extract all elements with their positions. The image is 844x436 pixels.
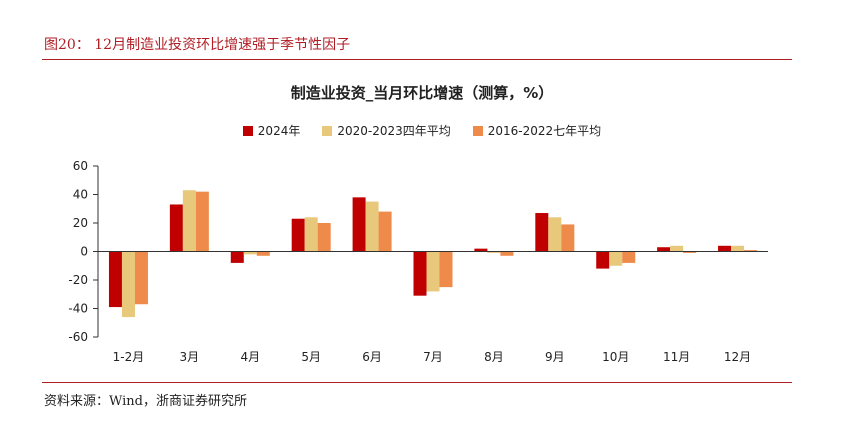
x-tick-label: 4月 — [240, 350, 260, 364]
source-note: 资料来源：Wind，浙商证券研究所 — [44, 394, 247, 409]
y-tick-label: -40 — [68, 302, 88, 316]
legend-swatch-2024 — [242, 125, 253, 136]
bar-7月-series-1 — [413, 251, 427, 296]
legend-item-2016-2022: 2016-2022七年平均 — [472, 122, 602, 139]
legend-swatch-2020-2023 — [322, 125, 333, 136]
top-rule — [42, 59, 792, 60]
chart-title: 制造业投资_当月环比增速（测算，%） — [290, 84, 554, 102]
legend-label-2020-2023: 2020-2023四年平均 — [337, 124, 451, 138]
y-tick-label: -20 — [68, 273, 88, 287]
bar-10月-series-2 — [609, 251, 623, 266]
bar-4月-series-2 — [243, 251, 257, 255]
bottom-rule — [42, 382, 792, 383]
legend-swatch-2016-2022 — [472, 125, 483, 136]
legend-item-2024: 2024年 — [242, 122, 301, 139]
y-tick-label: 60 — [73, 159, 88, 173]
bar-8月-series-1 — [474, 248, 488, 252]
bar-12月-series-2 — [731, 245, 745, 252]
bar-6月-series-3 — [378, 211, 392, 252]
bar-5月-series-2 — [304, 217, 318, 252]
bar-5月-series-1 — [291, 218, 305, 252]
bar-6月-series-2 — [365, 201, 379, 252]
bar-12月-series-3 — [744, 250, 758, 252]
y-tick-label: 0 — [80, 245, 88, 259]
bar-10月-series-1 — [596, 251, 610, 269]
bar-12月-series-1 — [718, 245, 732, 252]
bar-5月-series-3 — [317, 223, 331, 252]
bar-1-2月-series-3 — [134, 251, 148, 305]
figure-title: 图20： 12月制造业投资环比增速强于季节性因子 — [44, 37, 351, 53]
x-tick-label: 8月 — [484, 350, 504, 364]
x-tick-label: 11月 — [663, 350, 690, 364]
bar-4月-series-3 — [256, 251, 270, 256]
x-tick-label: 6月 — [362, 350, 382, 364]
bar-7月-series-3 — [439, 251, 453, 288]
bar-8月-series-3 — [500, 251, 514, 256]
bar-7月-series-2 — [426, 251, 440, 292]
x-tick-label: 9月 — [545, 350, 565, 364]
bar-11月-series-2 — [670, 245, 684, 252]
legend-label-2016-2022: 2016-2022七年平均 — [487, 124, 602, 138]
bar-9月-series-1 — [535, 213, 549, 252]
x-tick-label: 12月 — [724, 350, 751, 364]
bar-11月-series-1 — [657, 247, 671, 252]
bar-3月-series-3 — [195, 191, 209, 252]
bar-8月-series-2 — [487, 251, 501, 253]
y-tick-label: 40 — [73, 188, 88, 202]
x-tick-label: 10月 — [602, 350, 629, 364]
bar-6月-series-1 — [352, 197, 366, 252]
bar-1-2月-series-1 — [108, 251, 122, 308]
x-tick-label: 3月 — [180, 350, 200, 364]
x-tick-label: 7月 — [423, 350, 443, 364]
y-tick-label: 20 — [73, 216, 88, 230]
bar-10月-series-3 — [622, 251, 636, 263]
x-tick-label: 1-2月 — [113, 350, 145, 364]
y-tick-label: -60 — [68, 330, 88, 344]
legend-item-2020-2023: 2020-2023四年平均 — [322, 122, 451, 139]
legend-label-2024: 2024年 — [257, 124, 301, 138]
bar-1-2月-series-2 — [121, 251, 135, 318]
bar-11月-series-3 — [683, 251, 697, 253]
chart-legend: 2024年 2020-2023四年平均 2016-2022七年平均 — [0, 122, 844, 139]
bar-9月-series-2 — [548, 217, 562, 252]
bar-3月-series-1 — [169, 204, 183, 252]
bar-3月-series-2 — [182, 190, 196, 252]
bar-9月-series-3 — [561, 224, 575, 252]
x-tick-label: 5月 — [301, 350, 321, 364]
bar-4月-series-1 — [230, 251, 244, 263]
